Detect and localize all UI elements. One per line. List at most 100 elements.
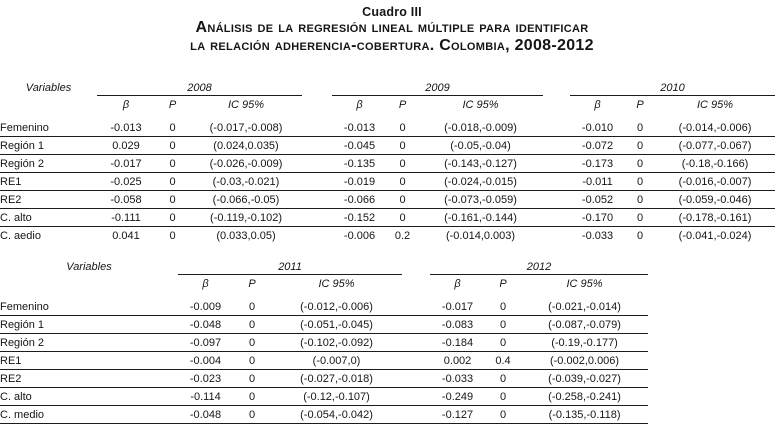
- ic-cell: (-0.041,-0.024): [678, 229, 752, 242]
- column-gap: [402, 315, 431, 334]
- variable-cell: C. medio: [0, 405, 178, 424]
- variable-cell: C. alto: [0, 387, 178, 406]
- variables-header: Variables: [25, 81, 72, 94]
- column-gap: [543, 136, 571, 155]
- regression-table-2008-2009-2010: Variables 2008 2009 2010 β P IC 95% β P IC 95% β P I…: [0, 80, 784, 244]
- p-cell: 0: [233, 298, 271, 316]
- beta-cell: -0.013: [332, 119, 388, 137]
- beta-cell: -0.097: [178, 333, 233, 352]
- column-gap: [302, 172, 333, 191]
- beta-cell: -0.135: [332, 154, 388, 173]
- ic-cell: (-0.007,0): [271, 351, 403, 370]
- ic-cell: (-0.014,0.003): [445, 229, 516, 242]
- p-header: P: [499, 277, 507, 290]
- beta-cell: -0.052: [570, 190, 626, 209]
- variable-cell: Región 2: [0, 154, 97, 173]
- beta-header: β: [356, 98, 363, 111]
- p-cell: 0: [485, 387, 522, 406]
- ic-cell: (-0.059,-0.046): [655, 190, 776, 209]
- beta-cell: -0.023: [178, 369, 233, 388]
- column-gap: [543, 190, 571, 209]
- column-gap: [648, 316, 784, 334]
- beta-cell: 0.002: [430, 351, 486, 370]
- column-gap: [648, 334, 784, 352]
- p-cell: 0: [155, 154, 190, 173]
- beta-cell: -0.017: [97, 154, 155, 173]
- beta-cell: -0.025: [97, 172, 155, 191]
- table-title-line-1: Análisis de la regresión lineal múltiple…: [195, 19, 589, 36]
- column-gap: [402, 369, 431, 388]
- beta-cell: -0.111: [97, 208, 155, 227]
- table-row: Femenino -0.013 0 (-0.017,-0.008) -0.013 0 (-0…: [0, 119, 784, 137]
- variable-cell: RE2: [0, 190, 97, 209]
- ic-cell: (-0.066,-0.05): [190, 190, 303, 209]
- column-gap: [543, 96, 570, 114]
- column-gap: [302, 80, 332, 96]
- column-gap: [648, 298, 784, 316]
- column-gap: [302, 208, 333, 227]
- variable-cell: Región 2: [0, 333, 178, 352]
- column-gap: [775, 155, 784, 173]
- beta-cell: -0.010: [570, 119, 626, 137]
- column-gap: [775, 227, 784, 245]
- column-gap: [648, 370, 784, 388]
- beta-cell: -0.083: [430, 315, 486, 334]
- ic-cell: (-0.119,-0.102): [190, 208, 303, 227]
- beta-cell: -0.011: [570, 172, 626, 191]
- stat-header-row: β P IC 95% β P IC 95%: [0, 275, 784, 293]
- ic-header: IC 95%: [566, 277, 603, 290]
- year-header-row: Variables 2011 2012: [0, 259, 784, 275]
- beta-cell: -0.127: [430, 405, 486, 424]
- column-gap: [302, 190, 333, 209]
- ic-cell: (-0.05,-0.04): [418, 136, 544, 155]
- p-cell: 0: [233, 369, 271, 388]
- p-cell: 0: [387, 136, 419, 155]
- beta-cell: -0.184: [430, 333, 486, 352]
- regression-tables-container: Variables 2008 2009 2010 β P IC 95% β P IC 95% β P I…: [0, 80, 784, 424]
- p-cell: 0.4: [485, 351, 522, 370]
- beta-cell: -0.004: [178, 351, 233, 370]
- table-row: Región 2 -0.017 0 (-0.026,-0.009) -0.135 0 (-0…: [0, 154, 784, 173]
- spacer-cell: [0, 275, 178, 293]
- table-row: C. alto -0.111 0 (-0.119,-0.102) -0.152 0 (-0.…: [0, 208, 784, 227]
- p-cell: 0: [625, 119, 656, 137]
- beta-cell: -0.045: [332, 136, 388, 155]
- column-gap: [402, 333, 431, 352]
- ic-cell: (0.024,0.035): [190, 136, 303, 155]
- variable-cell: RE1: [0, 351, 178, 370]
- column-gap: [402, 387, 431, 406]
- beta-cell: -0.019: [332, 172, 388, 191]
- ic-cell: (-0.016,-0.007): [655, 172, 776, 191]
- column-gap: [302, 154, 333, 173]
- column-gap: [302, 136, 333, 155]
- ic-cell: (-0.161,-0.144): [418, 208, 544, 227]
- ic-cell: (-0.039,-0.027): [521, 369, 649, 388]
- stat-header-row: β P IC 95% β P IC 95% β P IC 95%: [0, 96, 784, 114]
- p-cell: 0: [485, 333, 522, 352]
- ic-cell: (-0.19,-0.177): [521, 333, 649, 352]
- column-gap: [302, 227, 332, 245]
- ic-cell: (-0.027,-0.018): [271, 369, 403, 388]
- column-gap: [543, 227, 570, 245]
- table-row: Región 1 0.029 0 (0.024,0.035) -0.045 0 (-0.05…: [0, 136, 784, 155]
- variable-cell: Región 1: [0, 315, 178, 334]
- table-row: RE2 -0.023 0 (-0.027,-0.018) -0.033 0 (-0.039,…: [0, 369, 784, 388]
- p-cell: 0: [155, 190, 190, 209]
- ic-cell: (-0.102,-0.092): [271, 333, 403, 352]
- column-gap: [543, 80, 570, 96]
- beta-cell: -0.152: [332, 208, 388, 227]
- beta-cell: -0.072: [570, 136, 626, 155]
- p-cell: 0: [155, 172, 190, 191]
- column-gap: [775, 119, 784, 137]
- ic-cell: (-0.051,-0.045): [271, 315, 403, 334]
- table-row: Femenino -0.009 0 (-0.012,-0.006) -0.017 0 (-0…: [0, 298, 784, 316]
- beta-header: β: [594, 98, 601, 111]
- p-cell: 0: [387, 190, 419, 209]
- p-header: P: [398, 98, 407, 111]
- p-cell: 0: [233, 315, 271, 334]
- beta-cell: 0.041: [112, 229, 140, 242]
- column-gap: [402, 275, 430, 293]
- p-cell: 0: [155, 119, 190, 137]
- beta-cell: -0.009: [178, 298, 233, 316]
